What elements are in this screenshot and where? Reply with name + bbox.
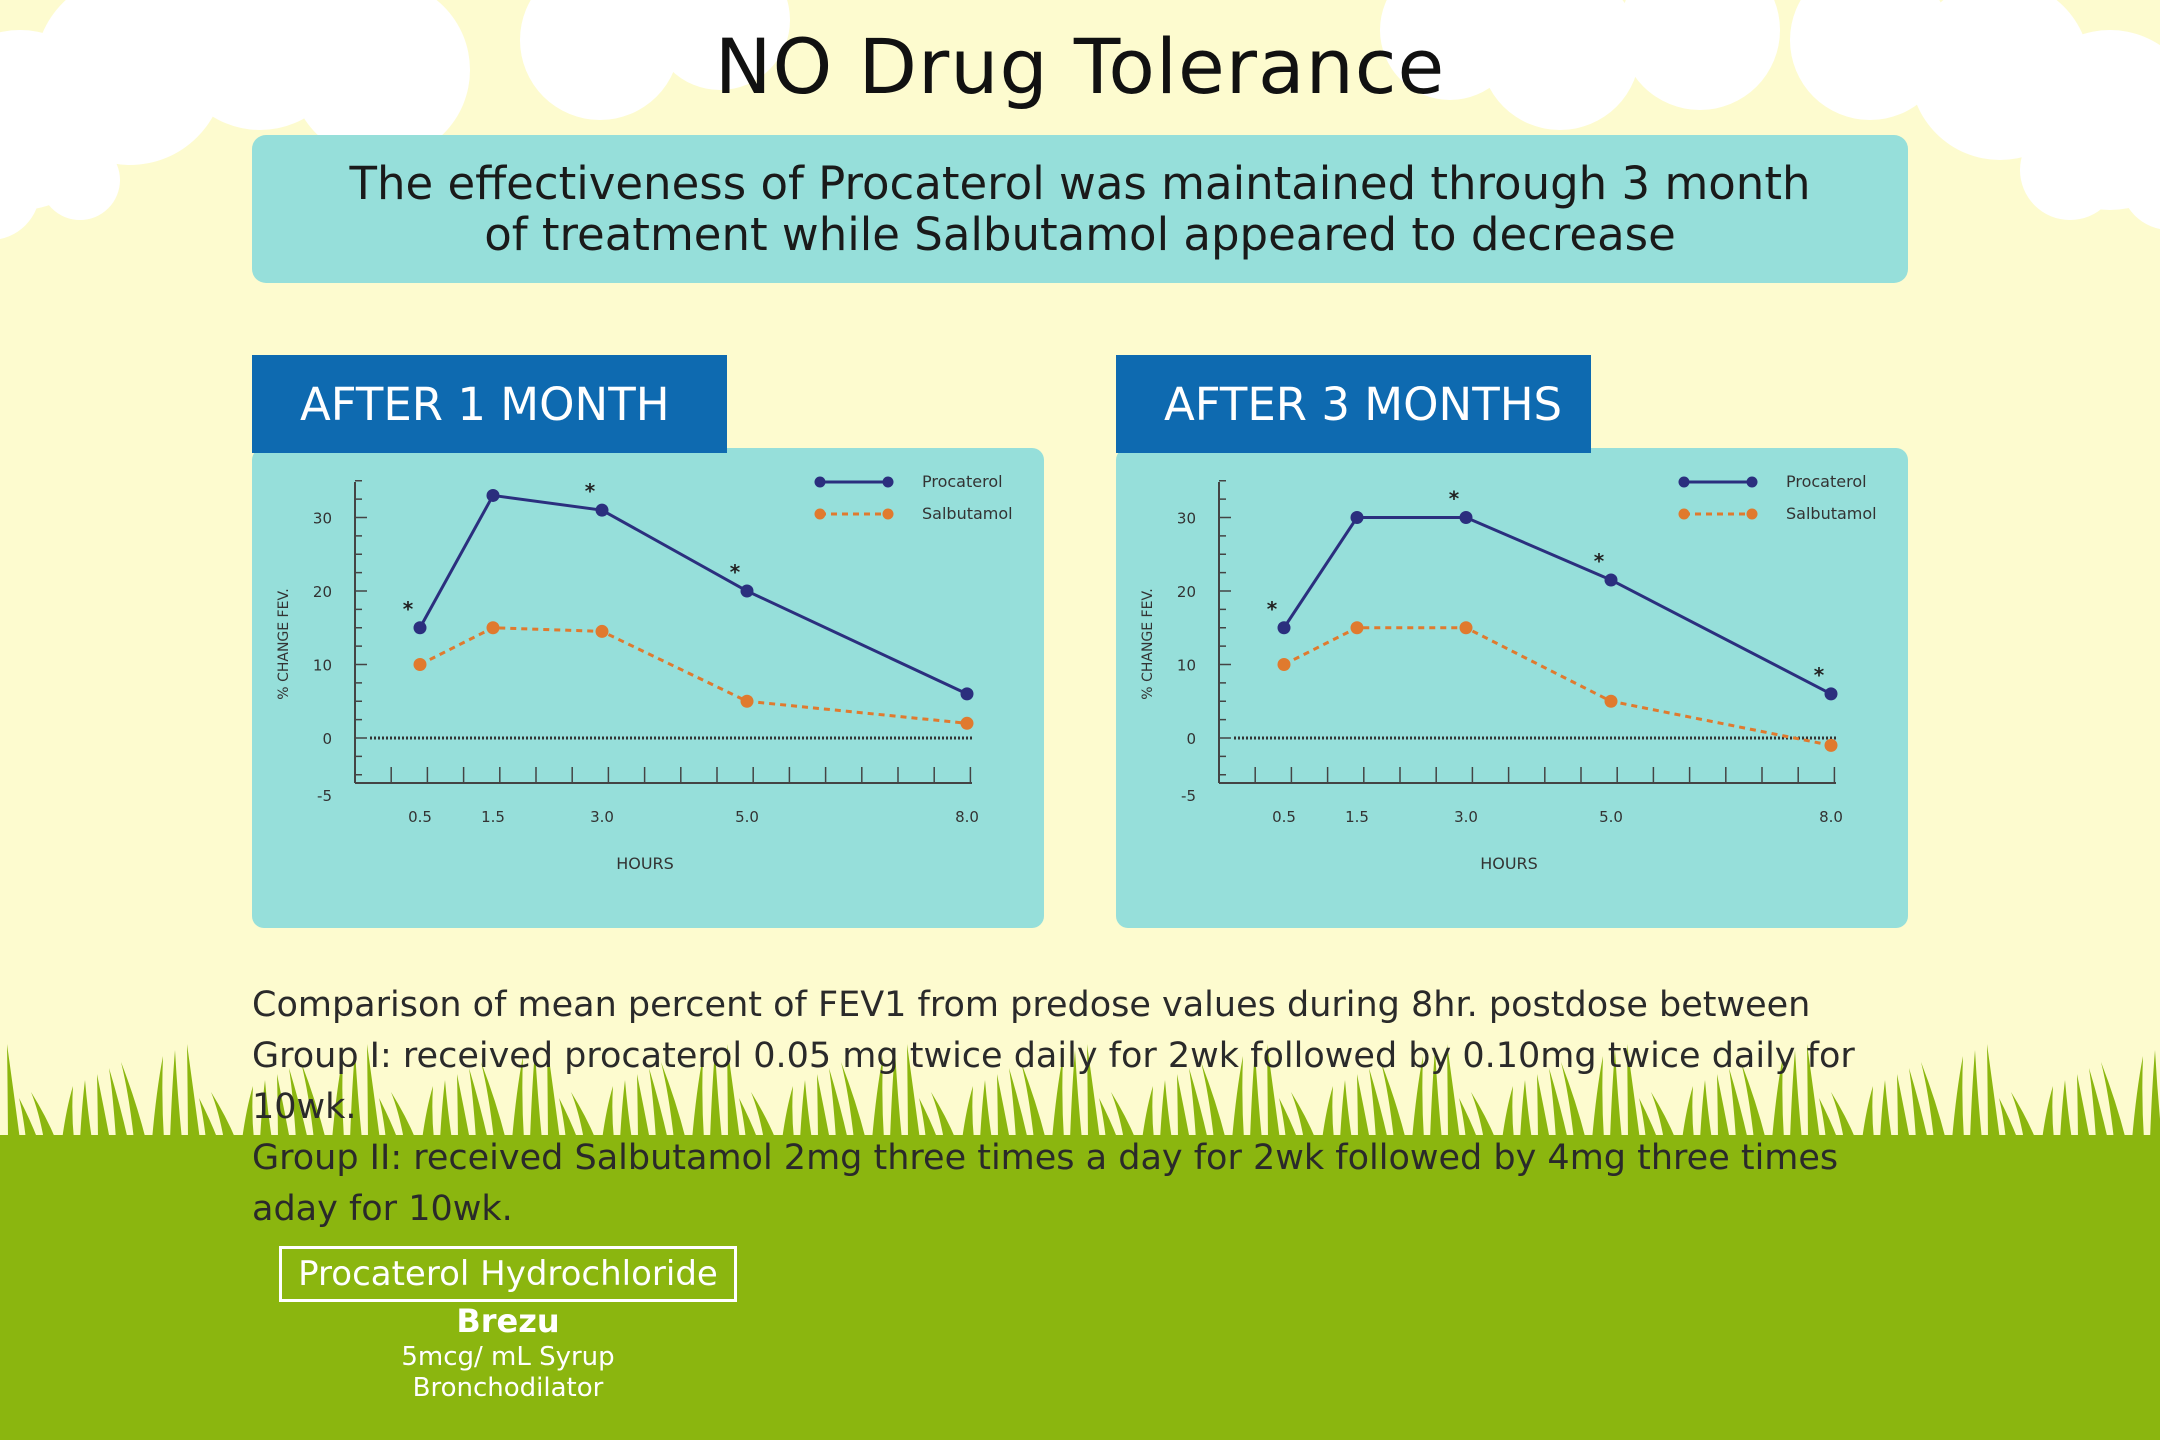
significance-marker: *	[585, 479, 596, 503]
data-point-procaterol	[1824, 687, 1838, 701]
data-point-salbutamol	[740, 694, 754, 708]
x-tick-label: 0.5	[408, 808, 432, 826]
x-axis-label: HOURS	[616, 854, 674, 873]
chart-card-1-month: 30 20 10 0 -5 0.5 1.5 3.0 5.0 8.0 HOURS % CHANGE FE…	[252, 448, 1044, 928]
legend-label: Procaterol	[922, 472, 1003, 491]
grass-decoration	[0, 1044, 2160, 1440]
legend-label: Salbutamol	[922, 504, 1013, 523]
chart-3-months: 30 20 10 0 -5 0.5 1.5 3.0 5.0 8.0 HOURS % CHANGE FE…	[1140, 472, 1877, 873]
legend-label: Procaterol	[1786, 472, 1867, 491]
x-tick-label: 8.0	[955, 808, 979, 826]
data-point-procaterol	[1350, 511, 1364, 524]
series-line-procaterol	[418, 493, 968, 696]
y-axis-label: % CHANGE FEV.	[276, 588, 292, 699]
data-point-salbutamol	[1459, 621, 1473, 635]
data-point-salbutamol	[960, 716, 974, 730]
y-tick-label: 0	[1186, 730, 1196, 748]
significance-marker: *	[1814, 663, 1825, 687]
x-tick-label: 3.0	[590, 808, 614, 826]
brand-generic-name: Procaterol Hydrochloride	[279, 1246, 737, 1302]
description-line-2: Group I: received procaterol 0.05 mg twi…	[252, 1036, 1855, 1127]
data-point-salbutamol	[1277, 658, 1291, 671]
data-point-procaterol	[1277, 621, 1291, 635]
legend-marker	[814, 508, 826, 520]
y-tick-label: 30	[313, 510, 332, 528]
data-point-salbutamol	[413, 658, 427, 671]
grass-blades	[0, 1044, 2160, 1140]
brand-name: Brezu	[456, 1302, 560, 1340]
y-tick-label: 10	[1177, 657, 1196, 675]
page-title: NO Drug Tolerance	[714, 22, 1446, 111]
x-axis-label: HOURS	[1480, 854, 1538, 873]
brand-dose: 5mcg/ mL Syrup	[401, 1342, 615, 1372]
significance-marker: *	[1594, 549, 1605, 573]
y-tick-label: -5	[317, 787, 332, 805]
description-line-1: Comparison of mean percent of FEV1 from …	[252, 985, 1811, 1025]
chart-card-3-months: 30 20 10 0 -5 0.5 1.5 3.0 5.0 8.0 HOURS % CHANGE FE…	[1116, 448, 1908, 928]
data-point-salbutamol	[1824, 738, 1838, 752]
cloud-decoration	[0, 0, 2160, 239]
x-tick-label: 1.5	[1345, 808, 1369, 826]
summary-text: The effectiveness of Procaterol was main…	[349, 157, 1811, 261]
data-point-salbutamol	[1604, 694, 1618, 708]
legend-marker	[1678, 508, 1690, 520]
data-point-procaterol	[740, 584, 754, 598]
y-tick-label: -5	[1181, 787, 1196, 805]
x-tick-label: 5.0	[1599, 808, 1623, 826]
significance-marker: *	[1449, 487, 1460, 511]
series-line-salbutamol	[419, 626, 968, 725]
legend-marker	[1746, 508, 1758, 520]
x-tick-label: 1.5	[481, 808, 505, 826]
legend-marker	[1746, 476, 1758, 488]
significance-marker: *	[403, 597, 414, 621]
y-tick-label: 20	[1177, 583, 1196, 601]
y-axis-label: % CHANGE FEV.	[1140, 588, 1156, 699]
y-tick-label: 0	[322, 730, 332, 748]
tab-after-3-months: AFTER 3 MONTHS	[1116, 355, 1591, 453]
legend-label: Salbutamol	[1786, 504, 1877, 523]
data-point-salbutamol	[1350, 621, 1364, 635]
x-tick-label: 8.0	[1819, 808, 1843, 826]
y-tick-label: 20	[313, 583, 332, 601]
tab-after-1-month: AFTER 1 MONTH	[252, 355, 727, 453]
data-point-procaterol	[1459, 511, 1473, 524]
brand-class: Bronchodilator	[412, 1373, 604, 1403]
legend-marker	[882, 508, 894, 520]
data-point-procaterol	[960, 687, 974, 701]
legend-marker	[814, 476, 826, 488]
series-line-salbutamol	[1283, 626, 1832, 747]
significance-marker: *	[1267, 597, 1278, 621]
series-line-procaterol	[1282, 516, 1832, 696]
data-point-procaterol	[413, 621, 427, 635]
data-point-salbutamol	[595, 624, 609, 638]
data-point-procaterol	[1604, 573, 1618, 587]
x-tick-label: 5.0	[735, 808, 759, 826]
legend-marker	[1678, 476, 1690, 488]
data-point-procaterol	[486, 488, 500, 502]
study-description: Comparison of mean percent of FEV1 from …	[252, 980, 1892, 1235]
y-tick-label: 30	[1177, 510, 1196, 528]
description-line-3: Group II: received Salbutamol 2mg three …	[252, 1138, 1839, 1229]
chart-1-month: 30 20 10 0 -5 0.5 1.5 3.0 5.0 8.0 HOURS % CHANGE FE…	[276, 472, 1013, 873]
x-tick-label: 3.0	[1454, 808, 1478, 826]
significance-marker: *	[730, 560, 741, 584]
data-point-procaterol	[595, 503, 609, 517]
summary-banner: The effectiveness of Procaterol was main…	[252, 135, 1908, 283]
data-point-salbutamol	[486, 621, 500, 635]
x-tick-label: 0.5	[1272, 808, 1296, 826]
legend-marker	[882, 476, 894, 488]
y-tick-label: 10	[313, 657, 332, 675]
